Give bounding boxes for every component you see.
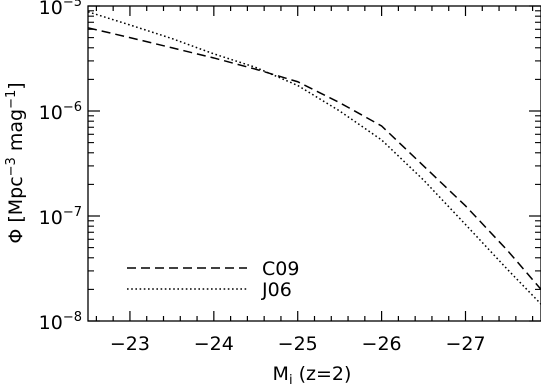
series-lines: [87, 11, 541, 305]
x-tick-label: −23: [110, 333, 150, 355]
x-tick-label: −27: [445, 333, 485, 355]
plot-frame: [87, 5, 541, 322]
y-tick-label: 10−7: [39, 205, 82, 229]
y-tick-label: 10−5: [39, 0, 82, 19]
series-line-c09: [87, 27, 541, 290]
x-axis-label: Mi (z=2): [273, 363, 352, 387]
y-tick-label: 10−6: [39, 100, 82, 124]
x-tick-label: −24: [194, 333, 234, 355]
axis-ticks: [88, 5, 541, 322]
y-axis-label: Φ [Mpc−3 mag−1]: [4, 82, 27, 243]
legend-label-j06: J06: [261, 279, 292, 301]
series-line-j06: [87, 11, 541, 305]
x-tick-label: −26: [362, 333, 402, 355]
y-tick-label: 10−8: [39, 310, 82, 334]
legend-label-c09: C09: [262, 258, 299, 280]
axis-tick-labels: −23 −24 −25 −26 −27 10−5 10−6 10−7 10−8: [39, 0, 486, 355]
x-tick-label: −25: [278, 333, 318, 355]
